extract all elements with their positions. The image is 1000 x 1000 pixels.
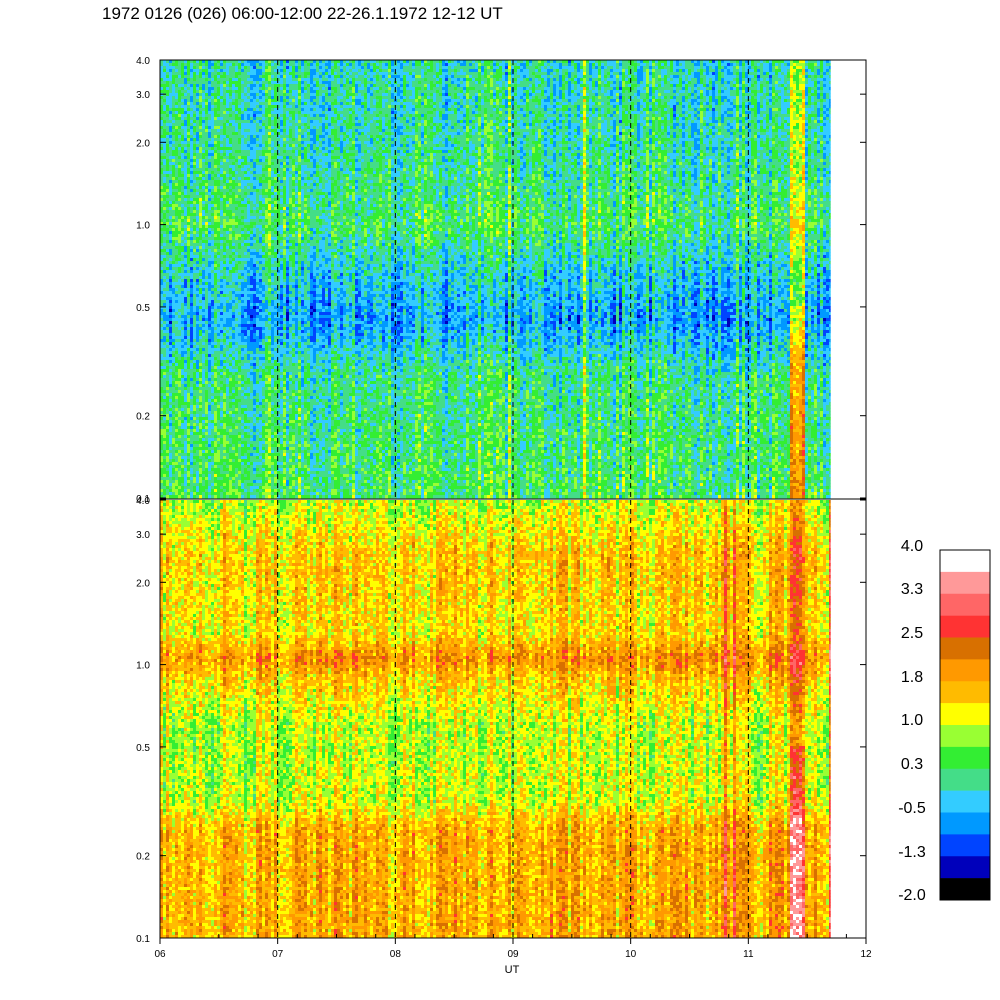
x-axis-title: UT: [505, 964, 520, 976]
colorbar-swatch: [940, 681, 990, 704]
colorbar-swatch: [940, 593, 990, 616]
colorbar-swatch: [940, 703, 990, 726]
colorbar-frame: [939, 549, 991, 901]
y-tick-label: 0.2: [136, 412, 150, 423]
colorbar-label: 3.3: [901, 581, 923, 598]
x-tick-label: 12: [860, 949, 872, 960]
colorbar-swatch: [940, 725, 990, 748]
y-tick-label: 4.0: [136, 56, 150, 67]
top-panel: [160, 60, 831, 499]
x-axis: 06 07 08 09 10 11 12: [154, 934, 872, 960]
colorbar-swatch: [940, 746, 990, 770]
colorbar-swatch: [940, 550, 990, 573]
y-tick-label: 0.1: [136, 494, 150, 505]
colorbar-swatch: [940, 878, 990, 901]
y-axis: 0.10.20.51.02.03.04.00.10.20.51.02.03.04…: [136, 56, 866, 945]
y-tick-label: 2.0: [136, 578, 150, 589]
y-tick-label: 1.0: [136, 221, 150, 232]
chart-title: 1972 0126 (026) 06:00-12:00 22-26.1.1972…: [102, 4, 503, 24]
colorbar-label: 1.8: [901, 669, 923, 686]
y-tick-label: 4.0: [136, 496, 150, 507]
colorbar-label: -2.0: [898, 887, 926, 904]
colorbar-swatch: [940, 790, 990, 813]
y-tick-label: 0.5: [136, 303, 150, 314]
y-tick-label: 0.1: [136, 934, 150, 945]
colorbar-swatch: [940, 615, 990, 638]
colorbar-label: 2.5: [901, 625, 923, 642]
x-tick-label: 11: [743, 949, 754, 960]
colorbar-label: 1.0: [901, 712, 923, 729]
y-tick-label: 0.2: [136, 852, 150, 863]
colorbar-label: -0.5: [898, 800, 926, 817]
colorbar-swatch: [940, 856, 990, 879]
colorbar-swatch: [940, 571, 990, 595]
y-tick-label: 1.0: [136, 661, 150, 672]
y-tick-label: 2.0: [136, 138, 150, 149]
colorbar-label: 0.3: [901, 756, 923, 773]
y-tick-label: 0.5: [136, 743, 150, 754]
x-tick-label: 10: [625, 949, 637, 960]
colorbar-swatch: [940, 659, 990, 682]
colorbar-swatch: [940, 768, 990, 791]
bottom-panel: [160, 500, 831, 939]
x-tick-label: 07: [272, 949, 284, 960]
x-tick-label: 06: [154, 949, 166, 960]
spectrogram-cells: [160, 500, 831, 939]
colorbar-swatch: [940, 637, 990, 660]
colorbar-label: 4.0: [901, 538, 923, 555]
x-tick-label: 09: [507, 949, 519, 960]
colorbar: 4.0 3.3 2.5 1.8 1.0 0.3 -0.5 -1.3 -2.0: [898, 538, 991, 904]
y-tick-label: 3.0: [136, 530, 150, 541]
x-tick-label: 08: [390, 949, 402, 960]
colorbar-label: -1.3: [898, 844, 926, 861]
colorbar-swatch: [940, 812, 990, 835]
colorbar-swatch: [940, 834, 990, 857]
y-tick-label: 3.0: [136, 90, 150, 101]
spectrogram-cells: [160, 60, 831, 499]
